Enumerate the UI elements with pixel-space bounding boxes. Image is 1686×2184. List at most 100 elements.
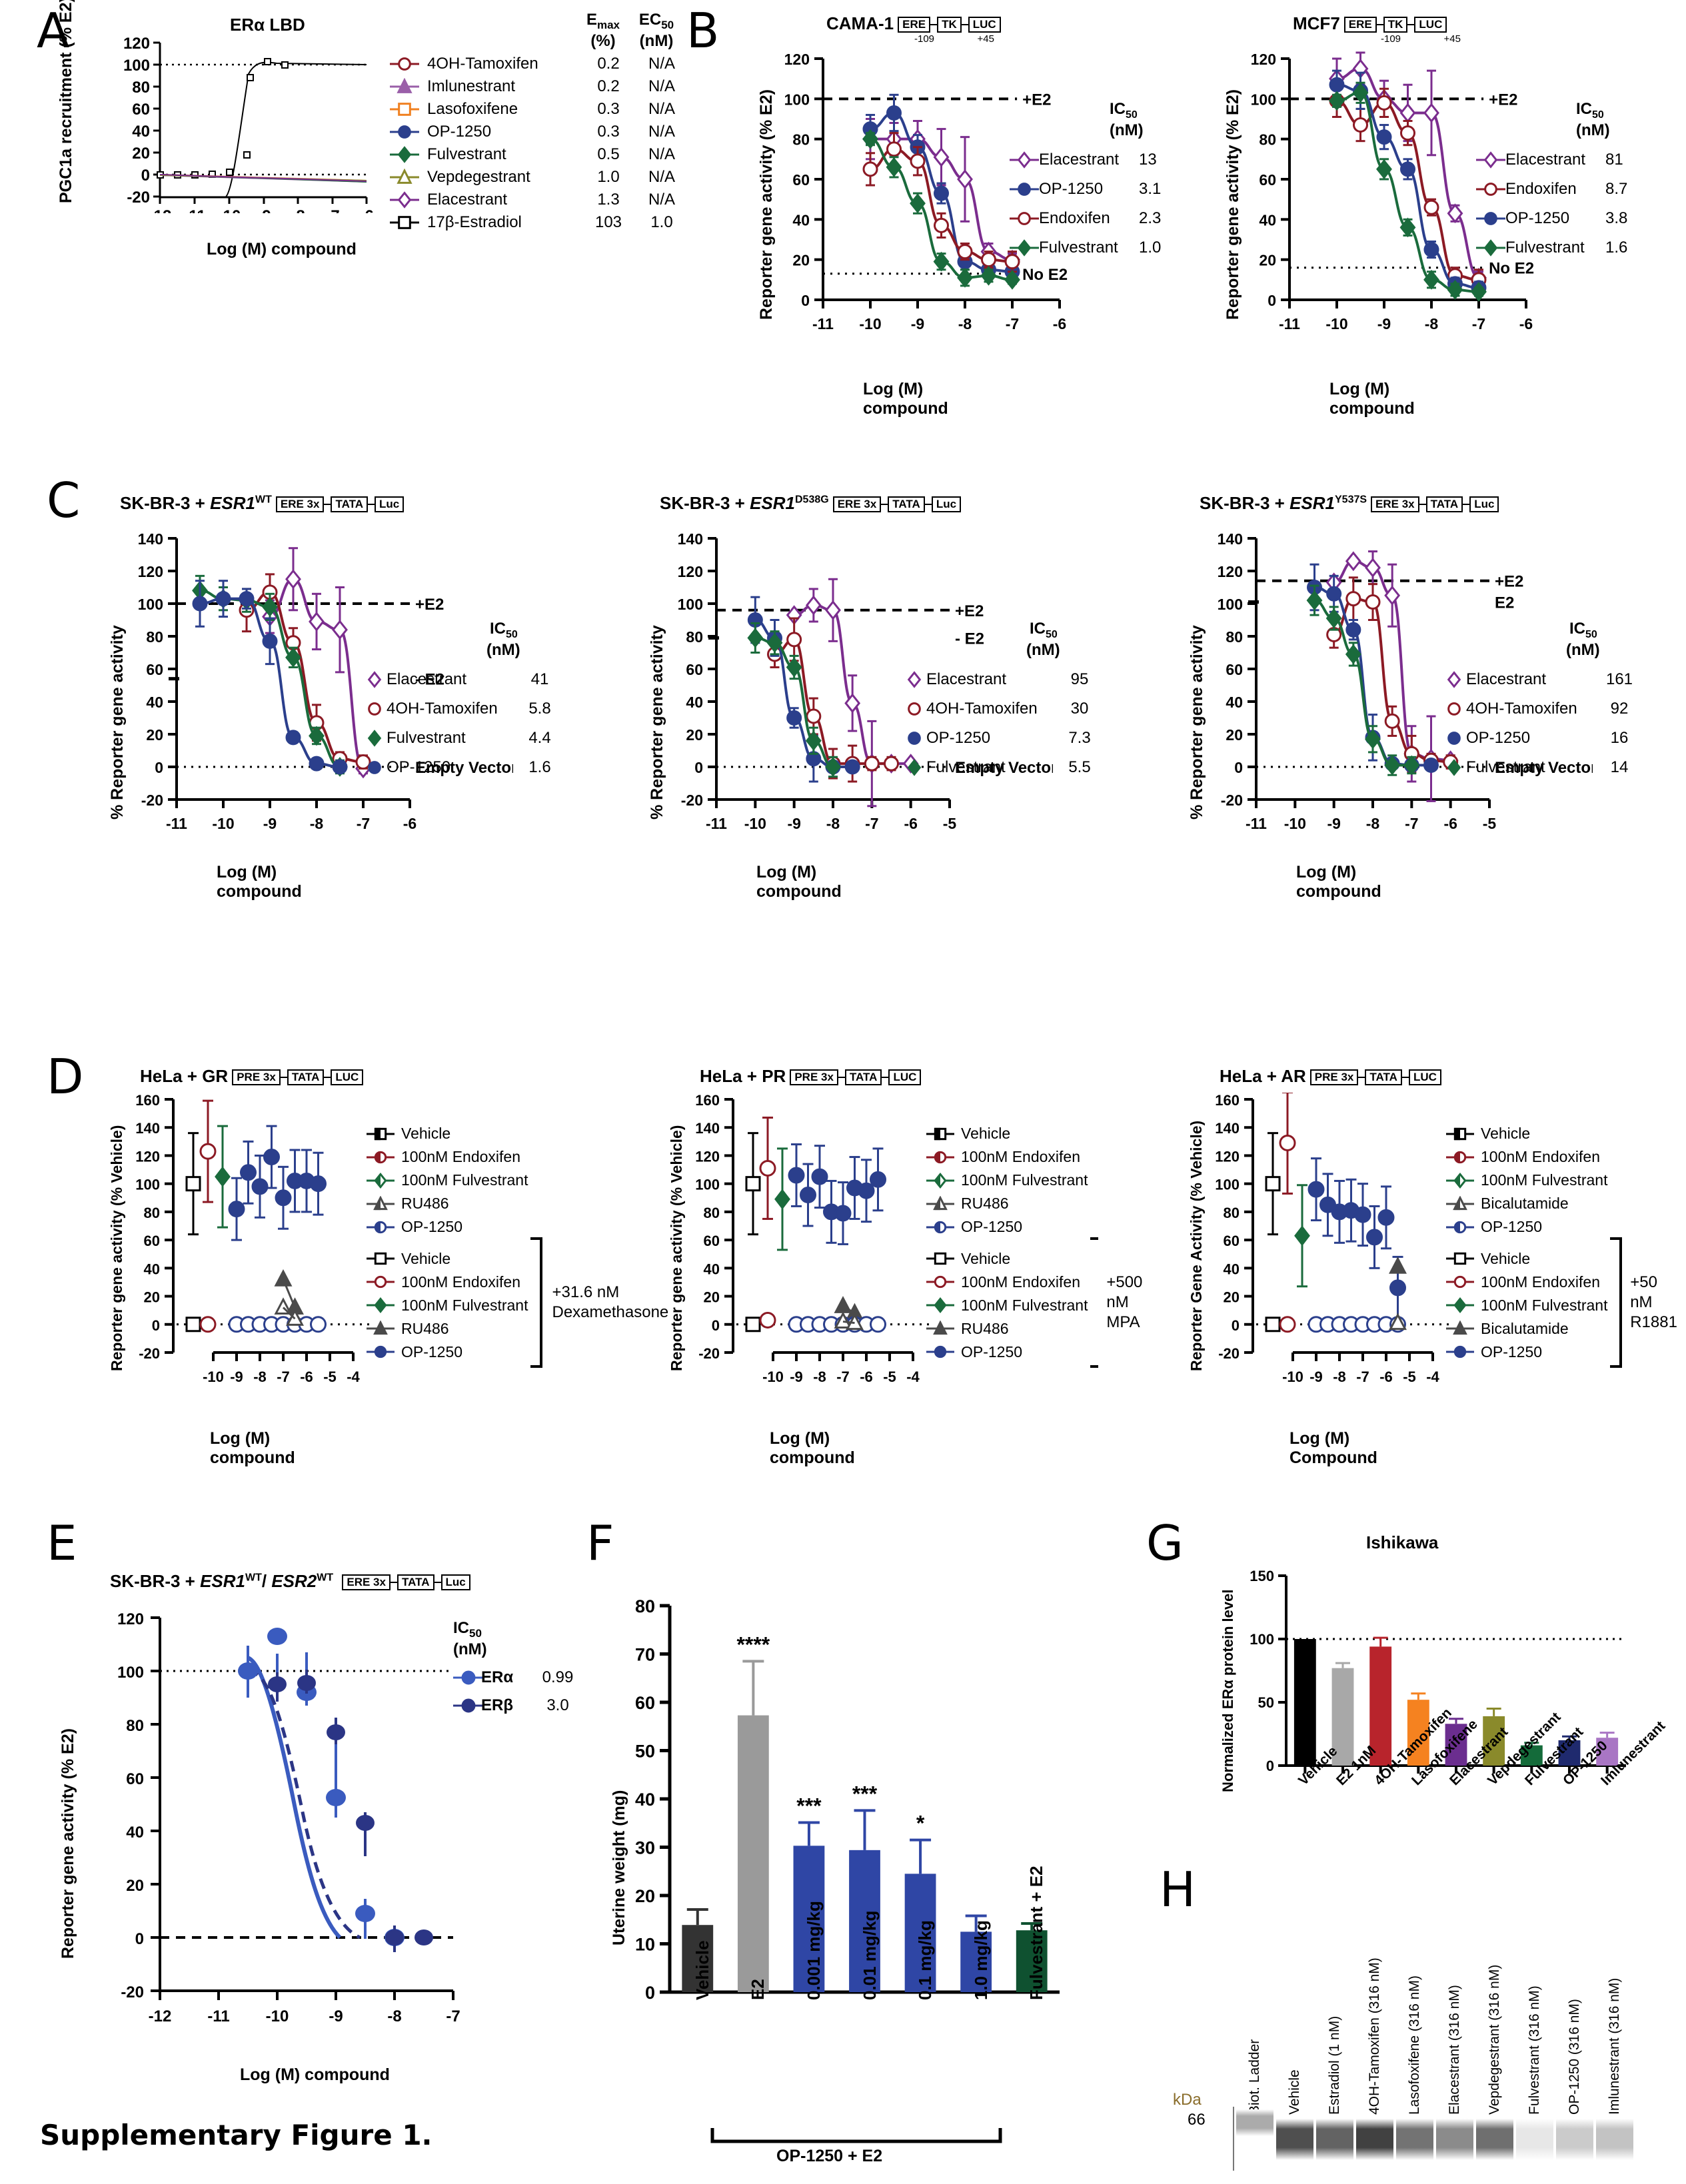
legend-marker-icon [926,1275,954,1289]
legend-marker-icon [926,1252,954,1265]
ic50-units: (nM) [1026,640,1060,659]
panel-e-title: SK-BR-3 + ESR1WT/ ESR2WT ERE 3x TATA Luc [110,1571,470,1592]
subplot-plot: 120 100 80 60 40 20 0-11 -10 -9 -8 -7 -6 +E2 No E2 [1251,51,1534,332]
blot-band [1356,2119,1393,2160]
svg-text:120: 120 [123,35,150,53]
svg-text:20: 20 [1226,726,1243,744]
legend-item-value: 4.4 [528,728,551,747]
legend-item: Vehicle [367,1125,668,1143]
legend-item-value: N/A [648,122,675,141]
svg-text:***: *** [852,1782,878,1806]
legend-item-value: 1.0 [597,167,620,186]
legend-item: OP-1250 [926,1343,1088,1361]
legend-item-label: 100nM Fulvestrant [401,1296,528,1314]
svg-text:+E2: +E2 [955,602,984,620]
legend-marker-icon [453,1668,484,1687]
bracket-label: +50 nM R1881 [1630,1273,1677,1331]
svg-text:-20: -20 [141,792,163,809]
legend-marker-icon [926,1195,954,1210]
subplot-title: SK-BR-3 + ESR1WT ERE 3x TATA Luc [120,493,405,514]
legend-marker-icon [360,700,387,718]
svg-text:-8: -8 [1366,815,1380,832]
svg-text:60: 60 [1259,171,1276,189]
svg-text:-10: -10 [1325,315,1347,332]
svg-text:-9: -9 [790,1368,803,1385]
panel-g-title: Ishikawa [1366,1532,1439,1552]
legend-marker-icon [367,1127,395,1140]
legend-item-value: N/A [648,190,675,209]
legend-item-label: Vehicle [961,1249,1011,1267]
reporter-construct-icon: ERE 3x TATA Luc [832,496,962,513]
panel-e: E SK-BR-3 + ESR1WT/ ESR2WT ERE 3x TATA Luc [47,1519,580,2132]
svg-text:40: 40 [126,1824,144,1842]
svg-text:60: 60 [146,661,163,678]
legend-item: Elacestrant 13 [1010,151,1179,169]
legend-marker-icon [1446,1297,1474,1313]
svg-text:80: 80 [1259,131,1276,149]
construct-element: TK [937,16,962,33]
svg-text:-5: -5 [323,1368,337,1385]
subplot-ylabel: Reporter gene activity (% E2) [757,89,776,320]
svg-text:80: 80 [144,1205,160,1221]
legend-marker-icon [390,168,421,186]
subplot-xlabel: Log (M) compound [863,380,948,418]
panel-e-ic50-header: IC50 [453,1619,482,1640]
svg-text:- E2: - E2 [415,671,444,689]
legend-item-label: Elacestrant [1039,150,1120,169]
legend-item-value: 95 [1070,670,1089,688]
svg-text:160: 160 [1215,1093,1240,1109]
panel-d-letter: D [47,1049,84,1105]
blot-band [1276,2119,1313,2160]
subplot-plot: 120 100 80 60 40 20 0-11 -10 -9 -8 -7 -6 +E2 No E2 [784,51,1068,332]
blot-lane-label: Biot. Ladder [1247,2039,1263,2115]
legend-item: OP-1250 [367,1218,668,1236]
svg-text:20: 20 [144,1289,160,1306]
panel-g-ylabel: Normalized ERα protein level [1220,1589,1236,1793]
svg-text:-11: -11 [812,315,834,332]
legend-item: 100nM Fulvestrant [367,1297,528,1315]
legend-marker-icon [367,729,382,747]
legend-marker-icon [1447,670,1461,688]
blot-band [1236,2109,1273,2136]
legend-item-value: 1.0 [1139,238,1162,257]
legend-marker-icon [390,214,421,231]
legend-marker-icon [390,191,419,209]
svg-text:0: 0 [645,1983,655,2003]
panel-c-letter: C [47,472,81,528]
legend-marker-icon [926,1221,954,1233]
legend-item-value: 8.7 [1605,179,1628,198]
legend-item-value: N/A [648,99,675,118]
legend-item-label: Vehicle [401,1249,451,1267]
legend-item-value: 0.99 [542,1668,574,1686]
legend-marker-icon [900,730,926,747]
svg-text:-20: -20 [698,1345,720,1362]
svg-text:40: 40 [1226,694,1243,711]
legend-item: RU486 [367,1320,528,1338]
reporter-construct-icon: PRE 3x TATA LUC [232,1069,364,1086]
svg-text:60: 60 [1224,1233,1240,1249]
legend-marker-icon [1446,1344,1477,1360]
legend-item-value: 2.3 [1139,209,1162,227]
svg-text:40: 40 [704,1261,720,1277]
panel-a: A ERα LBD [37,0,676,259]
svg-text:80: 80 [132,79,150,97]
panel-c: C SK-BR-3 + ESR1WT ERE 3x TATA Luc 140 120 100… [47,466,1673,901]
legend-marker-icon [926,1149,957,1165]
construct-element: PRE 3x [790,1069,838,1086]
legend-marker-icon [1476,151,1505,169]
svg-text:70: 70 [635,1645,655,1665]
legend-marker-icon [1446,1274,1477,1290]
legend-item-label: Vehicle [1481,1125,1531,1142]
blot-band [1556,2119,1593,2160]
legend-item: 100nM Fulvestrant [1446,1297,1607,1315]
svg-text:20: 20 [686,726,703,744]
svg-text:-9: -9 [911,315,924,332]
legend-item-label: 100nM Fulvestrant [1481,1171,1608,1189]
legend-item-label: OP-1250 [961,1343,1023,1361]
svg-text:60: 60 [635,1693,655,1713]
panel-a-legend-item: Lasofoxifene 0.3 N/A [390,100,688,119]
subplot-legend: Vehicle 100nM Endoxifen 100nM Fulvestrant R… [926,1119,1148,1369]
legend-marker-icon [367,1172,395,1189]
svg-text:No E2: No E2 [1489,260,1534,278]
panel-a-legend-item: OP-1250 0.3 N/A [390,123,688,141]
